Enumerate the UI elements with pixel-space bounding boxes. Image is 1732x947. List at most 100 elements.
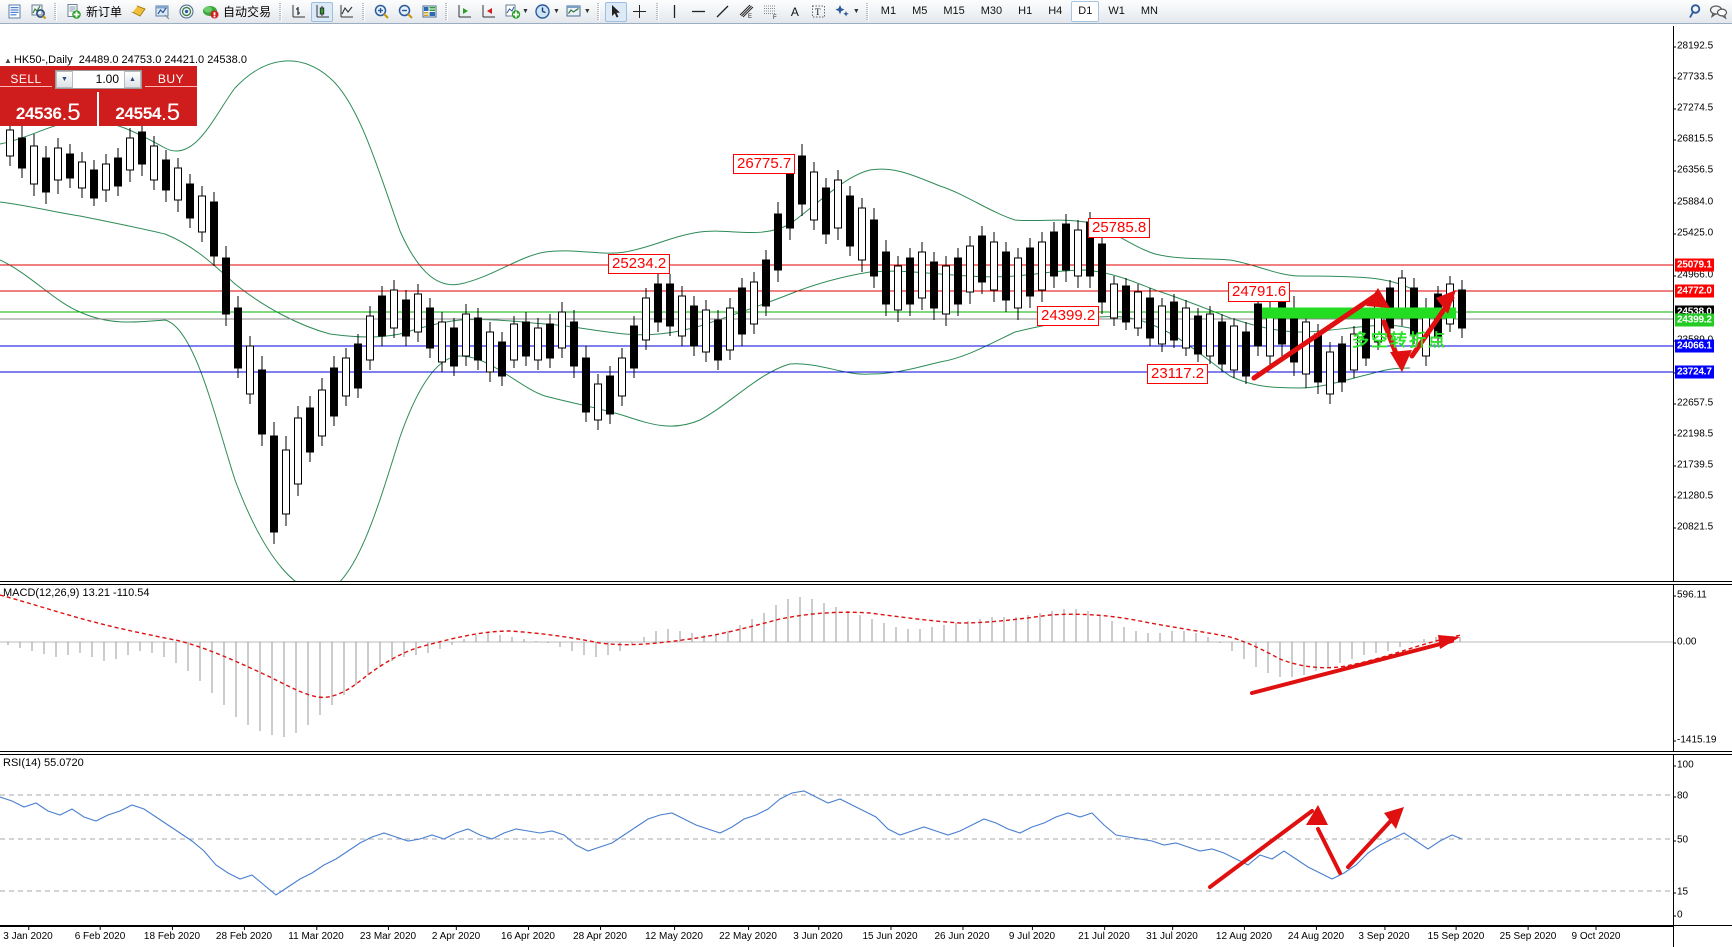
- search-icon[interactable]: [1683, 2, 1705, 22]
- axis-corner: [1673, 926, 1732, 947]
- timeframe-m30[interactable]: M30: [980, 5, 1003, 17]
- sell-button[interactable]: 24536. 5: [0, 92, 99, 126]
- chart-shift-icon[interactable]: [477, 2, 499, 22]
- zoom-in-icon[interactable]: [370, 2, 392, 22]
- volume-value[interactable]: 1.00: [95, 72, 119, 86]
- volume-stepper[interactable]: ▼ 1.00 ▲: [55, 69, 142, 89]
- text-label-icon[interactable]: T: [808, 2, 830, 22]
- date-label: 24 Aug 2020: [1287, 926, 1345, 942]
- sell-price-integer: 24536: [15, 104, 62, 123]
- toolbar-separator-7: [865, 2, 869, 21]
- market-watch-icon[interactable]: [27, 2, 49, 22]
- date-label: 3 Sep 2020: [1358, 926, 1410, 942]
- horizontal-line-icon[interactable]: [688, 2, 710, 22]
- svg-text:E: E: [748, 14, 752, 20]
- timeframe-m15[interactable]: M15: [943, 5, 965, 17]
- equidistant-channel-icon[interactable]: E: [736, 2, 758, 22]
- rsi-pane[interactable]: RSI(14) 55.0720 100 80 50 15 0: [0, 754, 1732, 926]
- support-level-badge: 24399.2: [1675, 313, 1714, 327]
- price-tick: 20821.5: [1672, 521, 1714, 533]
- date-label: 11 Mar 2020: [288, 926, 344, 942]
- macd-tick: 596.11: [1673, 589, 1707, 601]
- pricebox-26775: 26775.7: [733, 154, 796, 174]
- toolbar-separator-3: [362, 2, 366, 21]
- date-label: 28 Apr 2020: [573, 926, 627, 942]
- cursor-icon[interactable]: [604, 1, 627, 22]
- one-click-trading-panel[interactable]: SELL ▼ 1.00 ▲ BUY 24536. 5 24554. 5: [0, 66, 197, 126]
- indicators-dropdown-caret[interactable]: ▼: [522, 8, 529, 15]
- date-label: 12 Aug 2020: [1215, 926, 1273, 942]
- shapes-dropdown-caret[interactable]: ▼: [852, 8, 860, 15]
- volume-increase-button[interactable]: ▲: [124, 70, 141, 88]
- timeframe-m1[interactable]: M1: [880, 5, 897, 17]
- buy-price-fraction: 5: [166, 99, 181, 126]
- support-level-2-badge: 24066.1: [1675, 339, 1714, 353]
- date-axis[interactable]: 3 Jan 2020 6 Feb 2020 18 Feb 2020 28 Feb…: [0, 926, 1732, 947]
- collapse-triangle-icon[interactable]: ▲: [4, 56, 12, 65]
- date-label: 3 Jan 2020: [3, 926, 53, 942]
- arrow-head-up-2: [1436, 290, 1456, 314]
- bar-chart-icon[interactable]: [287, 2, 309, 22]
- macd-axis[interactable]: 596.11 0.00 -1415.19: [1672, 585, 1732, 751]
- symbol-name: HK50-,Daily: [13, 54, 73, 66]
- auto-trading-label[interactable]: 自动交易: [223, 4, 272, 19]
- navigator-icon[interactable]: [151, 2, 173, 22]
- macd-pane[interactable]: MACD(12,26,9) 13.21 -110.54 596.11 0.00 …: [0, 584, 1732, 752]
- toolbar-separator: [54, 2, 57, 21]
- timeframe-h4[interactable]: H4: [1048, 5, 1063, 17]
- timeframe-d1[interactable]: D1: [1071, 1, 1100, 22]
- price-plot-area[interactable]: 26775.7 25785.8 25234.2 24791.6 24399.2 …: [0, 26, 1673, 581]
- periods-icon[interactable]: [532, 2, 554, 22]
- shapes-icon[interactable]: [832, 2, 854, 22]
- rsi-arrow-head-1: [1306, 805, 1328, 825]
- new-chart-icon[interactable]: [3, 2, 25, 22]
- signals-icon[interactable]: [175, 2, 197, 22]
- timeframe-h1[interactable]: H1: [1018, 5, 1033, 17]
- timeframe-m5[interactable]: M5: [912, 5, 928, 17]
- tile-windows-icon[interactable]: [418, 2, 440, 22]
- periods-dropdown-caret[interactable]: ▼: [552, 8, 560, 15]
- rsi-tick: 0: [1673, 909, 1683, 921]
- volume-decrease-button[interactable]: ▼: [56, 70, 73, 88]
- toolbar-separator-5: [596, 2, 600, 21]
- rsi-arrow-head-2: [1384, 807, 1404, 829]
- text-icon[interactable]: A: [790, 4, 799, 19]
- macd-plot-area[interactable]: [0, 585, 1673, 751]
- pricebox-25234: 25234.2: [608, 254, 671, 274]
- zoom-out-icon[interactable]: [394, 2, 416, 22]
- date-label: 22 May 2020: [719, 926, 777, 942]
- autotrading-icon[interactable]: [199, 2, 221, 22]
- crosshair-icon[interactable]: [629, 2, 651, 22]
- price-axis[interactable]: 28192.5 27733.5 27274.5 26815.5 26356.5 …: [1672, 26, 1732, 581]
- indicators-icon[interactable]: [501, 2, 523, 22]
- date-label: 12 May 2020: [645, 926, 703, 942]
- templates-dropdown-caret[interactable]: ▼: [583, 8, 591, 15]
- metaeditor-icon[interactable]: [127, 2, 149, 22]
- fibonacci-icon[interactable]: F: [760, 2, 782, 22]
- timeframe-w1[interactable]: W1: [1108, 5, 1125, 17]
- rsi-plot-area[interactable]: [0, 755, 1673, 925]
- new-order-label[interactable]: 新订单: [86, 4, 123, 19]
- date-label: 31 Jul 2020: [1146, 926, 1198, 942]
- rsi-tick: 80: [1672, 790, 1689, 802]
- timeframe-mn[interactable]: MN: [1140, 5, 1158, 17]
- templates-icon[interactable]: [563, 2, 585, 22]
- buy-button[interactable]: 24554. 5: [99, 92, 198, 126]
- chat-icon[interactable]: [1707, 2, 1729, 22]
- rsi-tick: 100: [1673, 759, 1694, 771]
- price-chart-pane[interactable]: 26775.7 25785.8 25234.2 24791.6 24399.2 …: [0, 26, 1732, 582]
- rsi-axis[interactable]: 100 80 50 15 0: [1672, 755, 1732, 925]
- price-tick: 26815.5: [1672, 133, 1714, 145]
- main-toolbar: 新订单 自动交易: [0, 0, 1732, 24]
- date-label: 28 Feb 2020: [215, 926, 273, 942]
- vertical-line-icon[interactable]: [664, 2, 686, 22]
- line-chart-icon[interactable]: [335, 2, 357, 22]
- candlestick-chart-icon[interactable]: [311, 1, 334, 22]
- date-label: 15 Sep 2020: [1427, 926, 1485, 942]
- buy-label: BUY: [145, 72, 197, 87]
- auto-scroll-icon[interactable]: [453, 2, 475, 22]
- pricebox-24791: 24791.6: [1228, 282, 1291, 302]
- trendline-icon[interactable]: [712, 2, 734, 22]
- sell-label: SELL: [0, 72, 52, 87]
- new-order-icon[interactable]: [62, 2, 84, 22]
